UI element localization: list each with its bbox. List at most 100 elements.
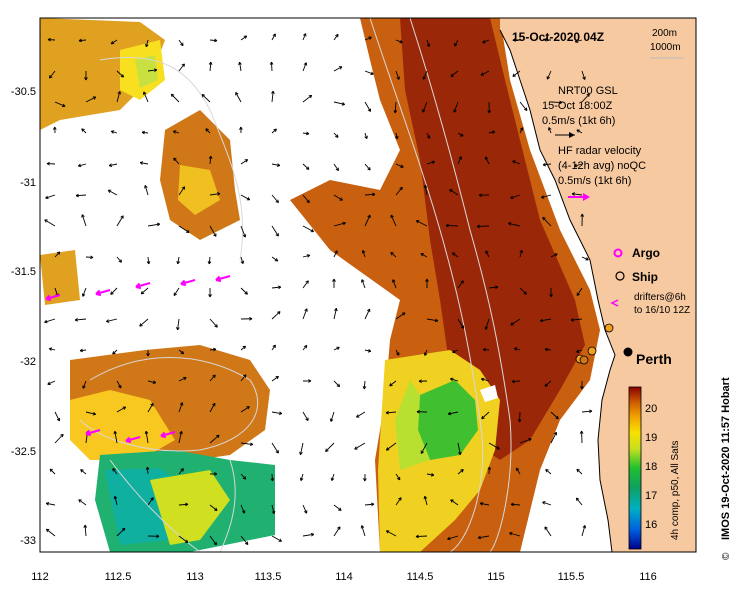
velocity-arrowhead <box>90 255 94 260</box>
velocity-arrowhead <box>47 37 51 42</box>
velocity-arrowhead <box>431 160 435 165</box>
velocity-arrowhead <box>487 110 492 114</box>
velocity-arrowhead <box>546 76 550 80</box>
velocity-arrowhead <box>396 476 401 481</box>
velocity-arrow <box>145 39 149 47</box>
velocity-arrowhead <box>113 495 118 500</box>
velocity-arrowhead <box>547 127 552 131</box>
velocity-arrowhead <box>511 379 515 384</box>
velocity-arrowhead <box>176 326 180 331</box>
velocity-arrowhead <box>272 33 276 37</box>
velocity-arrowhead <box>523 107 528 111</box>
velocity-arrow <box>114 496 118 506</box>
velocity-arrowhead <box>45 294 52 302</box>
velocity-arrow <box>209 374 216 382</box>
velocity-arrow <box>125 436 141 442</box>
velocity-arrow <box>302 504 308 514</box>
velocity-arrow <box>450 378 459 382</box>
velocity-arrowhead <box>485 250 489 254</box>
velocity-arrowhead <box>120 215 124 219</box>
velocity-arrowhead <box>135 282 142 290</box>
velocity-arrow <box>45 294 61 300</box>
velocity-arrow <box>84 525 87 537</box>
velocity-arrow <box>173 287 180 296</box>
velocity-arrowhead <box>176 260 181 265</box>
velocity-arrowhead <box>342 221 346 226</box>
velocity-arrowhead <box>308 379 312 383</box>
velocity-arrow <box>512 70 521 77</box>
velocity-arrow <box>75 194 87 197</box>
velocity-arrowhead <box>335 134 339 138</box>
velocity-arrow <box>147 256 150 265</box>
velocity-arrowhead <box>482 40 486 44</box>
velocity-arrowhead <box>415 534 419 539</box>
velocity-arrow <box>542 217 552 227</box>
ship-marker <box>587 346 597 356</box>
velocity-arrowhead <box>183 376 187 381</box>
velocity-arrow <box>300 473 304 481</box>
ship-marker <box>579 355 589 365</box>
velocity-arrow <box>420 442 428 454</box>
y-tick-label: -32 <box>20 356 36 368</box>
velocity-arrow <box>147 69 157 72</box>
model-scale-arrowhead <box>569 132 575 138</box>
velocity-arrowhead <box>181 63 185 67</box>
velocity-arrowhead <box>542 162 547 167</box>
velocity-arrowhead <box>460 133 464 137</box>
velocity-arrowhead <box>477 535 482 540</box>
velocity-arrow <box>116 215 124 227</box>
velocity-arrowhead <box>487 466 492 470</box>
velocity-arrowhead <box>140 290 145 295</box>
velocity-arrowhead <box>449 189 453 193</box>
velocity-arrow <box>363 380 366 390</box>
velocity-arrowhead <box>212 402 216 407</box>
velocity-arrow <box>364 36 372 41</box>
velocity-arrow <box>240 287 248 295</box>
velocity-arrowhead <box>110 291 114 295</box>
velocity-arrowhead <box>509 531 513 536</box>
velocity-arrow <box>481 378 490 382</box>
velocity-arrow <box>178 225 190 233</box>
x-tick-label: 114 <box>335 571 353 583</box>
velocity-arrow <box>333 222 346 227</box>
velocity-arrowhead <box>306 254 311 258</box>
velocity-arrowhead <box>108 163 113 167</box>
velocity-arrowhead <box>242 476 247 480</box>
velocity-arrowhead <box>484 156 489 160</box>
contour-label-1000m: 1000m <box>650 42 681 53</box>
velocity-arrow <box>478 535 490 539</box>
velocity-arrow <box>85 96 97 103</box>
velocity-arrowhead <box>212 374 216 379</box>
velocity-arrow <box>331 473 335 481</box>
velocity-arrow <box>271 473 274 482</box>
radar-name: HF radar velocity <box>558 145 642 157</box>
velocity-arrowhead <box>62 103 66 108</box>
velocity-arrowhead <box>125 436 132 444</box>
velocity-arrowhead <box>214 507 218 511</box>
velocity-arrowhead <box>185 502 189 507</box>
velocity-arrowhead <box>460 280 464 284</box>
velocity-arrowhead <box>181 186 186 190</box>
velocity-arrowhead <box>213 541 217 546</box>
velocity-arrowhead <box>208 155 213 159</box>
velocity-arrowhead <box>305 131 310 136</box>
velocity-arrow <box>240 225 246 238</box>
velocity-arrowhead <box>239 126 243 130</box>
drifters-date-label: to 16/10 12Z <box>634 305 690 316</box>
velocity-arrow <box>510 194 521 199</box>
velocity-arrow <box>110 39 118 45</box>
velocity-arrow <box>392 279 397 289</box>
velocity-arrowhead <box>49 75 53 79</box>
velocity-arrow <box>178 503 189 506</box>
velocity-arrow <box>548 127 552 134</box>
perth-marker-icon <box>623 347 633 357</box>
velocity-arrow <box>394 101 397 114</box>
velocity-arrowhead <box>385 447 390 451</box>
velocity-arrow <box>208 256 211 265</box>
velocity-arrow <box>416 220 428 227</box>
velocity-arrow <box>302 533 314 537</box>
velocity-arrowhead <box>362 386 367 390</box>
velocity-arrowhead <box>510 322 514 326</box>
velocity-arrow <box>302 163 310 170</box>
velocity-arrow <box>333 66 343 72</box>
